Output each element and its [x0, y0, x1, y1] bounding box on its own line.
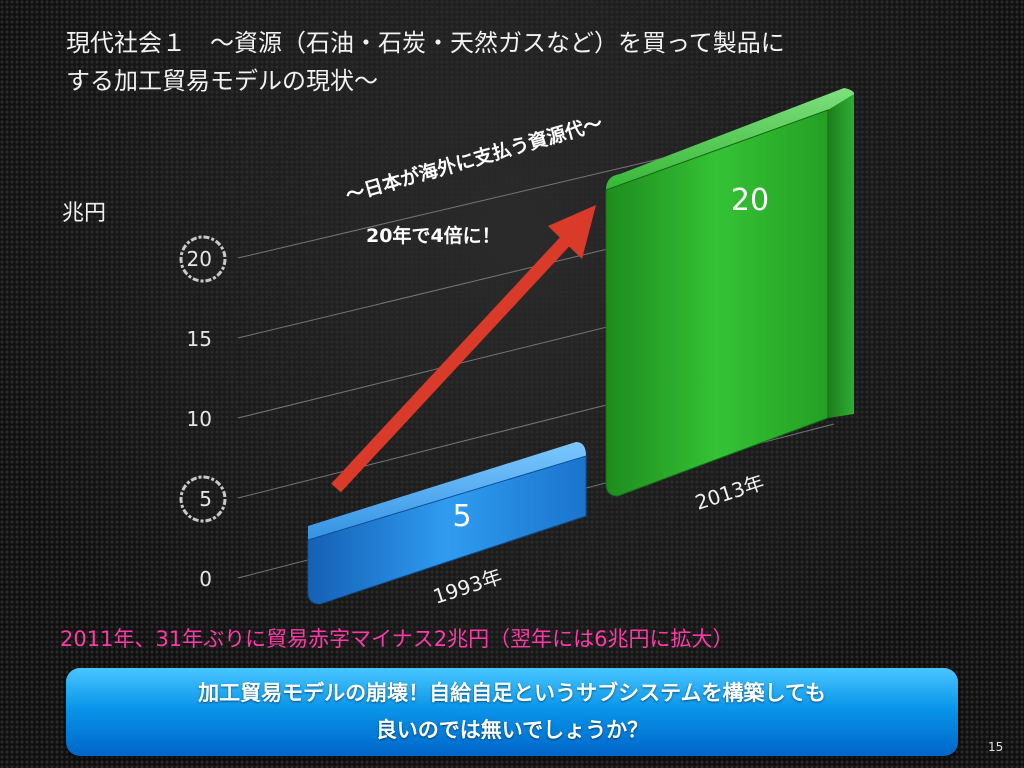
bar-2013	[605, 109, 829, 497]
tick-highlight-circle	[179, 475, 227, 523]
y-axis-label: 兆円	[62, 201, 106, 226]
data-label-2013: 20	[731, 183, 769, 218]
bar-2013-side	[828, 92, 854, 418]
y-tick-label: 15	[187, 327, 212, 351]
y-tick-label: 20	[187, 247, 212, 271]
page-number: 15	[988, 740, 1004, 754]
category-label-1993: 1993年	[430, 564, 505, 609]
callout-box: 加工貿易モデルの崩壊！自給自足というサブシステムを構築しても 良いのでは無いでし…	[66, 668, 958, 756]
growth-arrow-head	[548, 205, 596, 259]
y-tick-label: 10	[187, 407, 212, 431]
bars: 5 20 1993年 2013年	[307, 88, 854, 609]
growth-arrow	[331, 205, 596, 493]
bar-2013-top	[606, 88, 854, 190]
annotation-title: ～日本が海外に支払う資源代～	[343, 111, 605, 206]
growth-arrow-shaft	[331, 231, 575, 493]
slide-title: 現代社会１ ～資源（石油・石炭・天然ガスなど）を買って製品に する加工貿易モデル…	[66, 24, 966, 100]
bar-1993	[307, 455, 587, 605]
slide-title-line-1: 現代社会１ ～資源（石油・石炭・天然ガスなど）を買って製品に	[66, 29, 785, 57]
callout-line-1: 加工貿易モデルの崩壊！自給自足というサブシステムを構築しても	[198, 681, 826, 705]
y-tick-label: 0	[199, 567, 212, 591]
trade-deficit-note: 2011年、31年ぶりに貿易赤字マイナス2兆円（翌年には6兆円に拡大）	[60, 627, 734, 651]
slide-title-line-2: する加工貿易モデルの現状～	[66, 67, 378, 95]
y-tick-label: 5	[199, 487, 212, 511]
category-label-2013: 2013年	[692, 470, 767, 515]
tick-highlight-circle	[179, 235, 227, 283]
y-axis-ticks: 0 5 10 15 20	[179, 235, 227, 591]
callout-line-2: 良いのでは無いでしょうか？	[375, 718, 649, 742]
data-label-1993: 5	[452, 499, 471, 534]
annotation-subtitle: 20年で4倍に！	[366, 224, 501, 247]
